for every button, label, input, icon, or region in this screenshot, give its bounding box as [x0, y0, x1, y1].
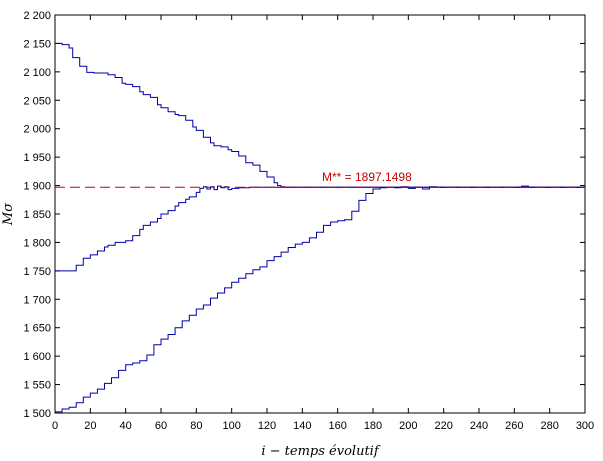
y-tick-label: 2 150 — [23, 38, 51, 50]
x-tick-label: 160 — [328, 420, 346, 432]
reference-line-label: M** = 1897.1498 — [322, 170, 412, 184]
x-tick-label: 0 — [52, 420, 58, 432]
x-tick-label: 180 — [364, 420, 382, 432]
plot-frame — [54, 14, 586, 414]
x-tick-label: 220 — [434, 420, 452, 432]
y-tick-label: 1 750 — [23, 266, 51, 278]
x-tick-label: 100 — [222, 420, 240, 432]
x-tick-label: 120 — [258, 420, 276, 432]
series-line-1 — [55, 42, 585, 188]
y-tick-label: 2 000 — [23, 124, 51, 136]
x-tick-label: 280 — [540, 420, 558, 432]
x-tick-label: 140 — [293, 420, 311, 432]
y-tick-label: 1 900 — [23, 181, 51, 193]
y-axis: 1 500 1 550 1 600 1 650 1 700 1 750 1 800 1 850… — [23, 10, 585, 420]
x-axis-label: i − temps évolutif — [261, 444, 380, 459]
x-tick-label: 20 — [84, 420, 96, 432]
series-line-2 — [55, 185, 585, 272]
x-axis: 0 20 40 60 80 100 120 140 160 180 200 220 240 260 280 3… — [52, 15, 594, 432]
x-tick-label: 200 — [399, 420, 417, 432]
y-tick-label: 1 800 — [23, 237, 51, 249]
x-tick-label: 60 — [155, 420, 167, 432]
y-tick-label: 2 100 — [23, 67, 51, 79]
y-tick-label: 1 850 — [23, 209, 51, 221]
x-tick-label: 80 — [190, 420, 202, 432]
x-tick-label: 300 — [576, 420, 594, 432]
y-tick-label: 1 600 — [23, 351, 51, 363]
y-tick-label: 2 200 — [23, 10, 51, 22]
y-tick-label: 2 050 — [23, 95, 51, 107]
y-tick-label: 1 500 — [23, 408, 51, 420]
y-tick-label: 1 550 — [23, 380, 51, 392]
y-tick-label: 1 650 — [23, 323, 51, 335]
x-tick-label: 40 — [120, 420, 132, 432]
series-layer — [55, 42, 585, 413]
y-tick-label: 1 700 — [23, 294, 51, 306]
y-axis-label: Mσ — [1, 202, 16, 226]
x-tick-label: 240 — [470, 420, 488, 432]
x-tick-label: 260 — [505, 420, 523, 432]
series-line-3 — [55, 185, 585, 413]
y-tick-label: 1 950 — [23, 152, 51, 164]
